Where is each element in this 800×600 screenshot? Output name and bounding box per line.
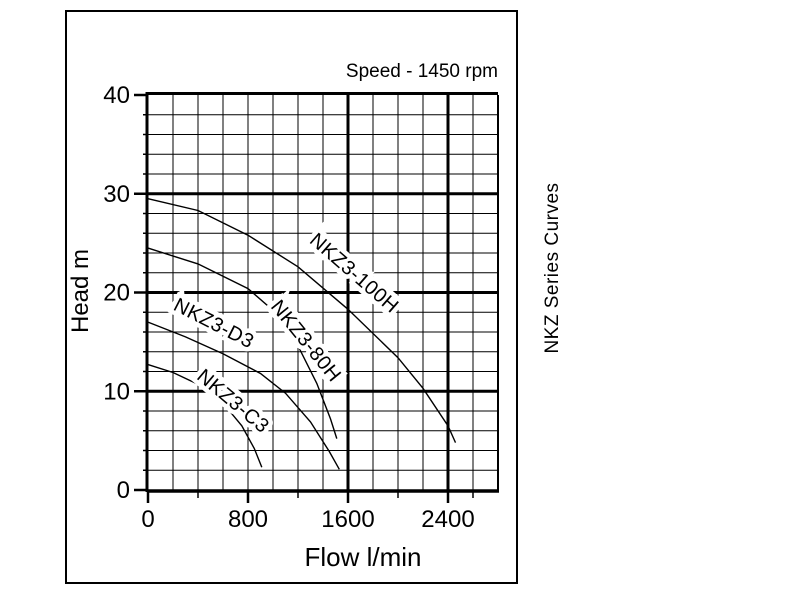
x-tick-label: 1600	[321, 506, 374, 533]
speed-annotation: Speed - 1450 rpm	[346, 61, 498, 82]
curve-nkz3-d3	[147, 321, 340, 470]
series-side-title: NKZ Series Curves	[542, 182, 563, 354]
x-tick-label: 800	[228, 506, 268, 533]
curve-label-nkz3-100h: NKZ3-100H	[305, 229, 403, 318]
y-tick-label: 10	[103, 378, 130, 405]
y-axis-title: Head m	[67, 249, 94, 333]
y-tick-label: 30	[103, 181, 130, 208]
y-tick-label: 20	[103, 280, 130, 307]
axis-tick-labels: 0 800 1600 2400 0 10 20 30 40	[103, 82, 474, 533]
curve-nkz3-80h	[147, 247, 338, 439]
y-tick-label: 40	[103, 82, 130, 109]
y-tick-label: 0	[117, 477, 130, 504]
curve-nkz3-100h	[147, 198, 457, 443]
curve-nkz3-c3	[147, 363, 263, 468]
grid-layer	[148, 95, 498, 490]
curve-label-nkz3-80h: NKZ3-80H	[266, 296, 345, 386]
curve-label-nkz3-c3: NKZ3-C3	[193, 365, 274, 438]
chart-frame	[65, 10, 518, 584]
x-tick-label: 0	[141, 506, 154, 533]
x-tick-label: 2400	[421, 506, 474, 533]
axis-ticks	[134, 93, 474, 503]
curve-label-nkz3-d3: NKZ3-D3	[170, 294, 257, 353]
pump-curves	[147, 198, 457, 470]
x-axis-title: Flow l/min	[304, 542, 421, 572]
